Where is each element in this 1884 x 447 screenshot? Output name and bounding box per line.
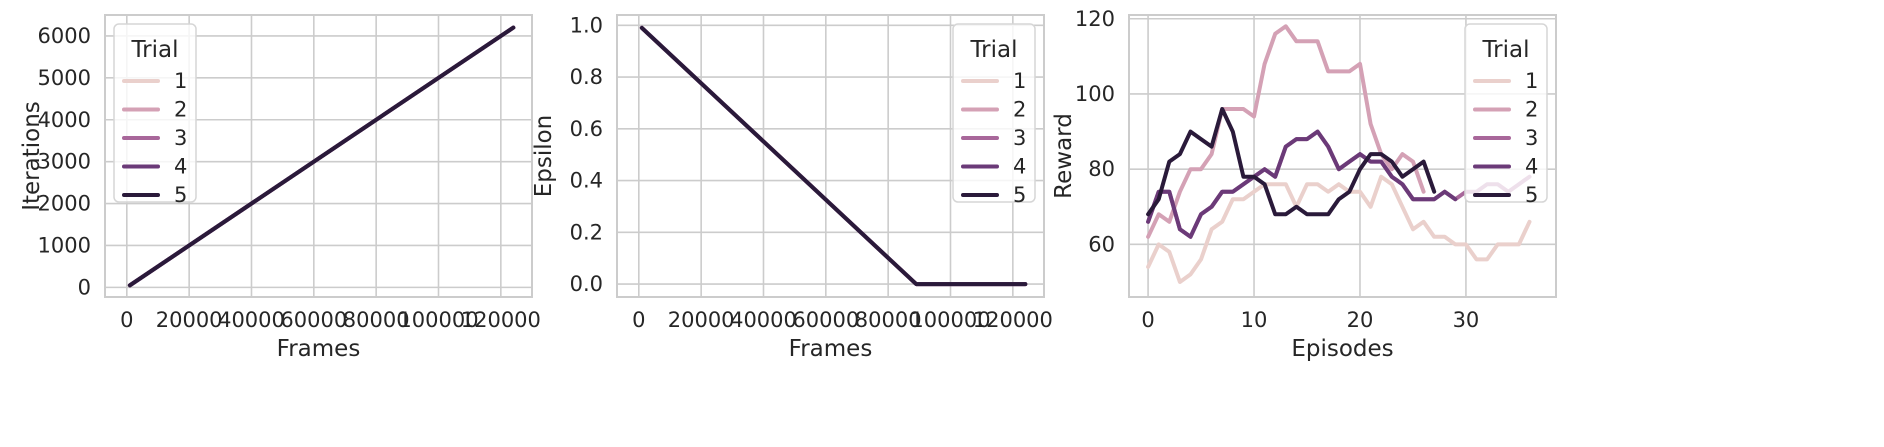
x-tick-label: 0 xyxy=(120,308,133,332)
x-tick-label: 80000 xyxy=(343,308,410,332)
y-tick-label: 80 xyxy=(1088,157,1115,181)
legend-label-trial-3: 3 xyxy=(174,126,187,150)
legend: Trial 1 2 3 4 5 xyxy=(113,23,197,207)
x-tick-label: 100000 xyxy=(910,308,990,332)
series-line-trial-5 xyxy=(1146,107,1437,217)
legend-label-trial-2: 2 xyxy=(1013,98,1026,122)
x-tick-label: 20 xyxy=(1347,308,1374,332)
y-tick-label: 5000 xyxy=(38,66,91,90)
legend-title: Trial xyxy=(1482,37,1530,63)
x-tick-label: 20000 xyxy=(668,308,735,332)
series-line-trial-1 xyxy=(1146,174,1532,284)
x-tick-label: 80000 xyxy=(855,308,922,332)
y-axis-label: Reward xyxy=(1051,113,1077,199)
legend-label-trial-1: 1 xyxy=(174,69,187,93)
series-line-trial-5 xyxy=(127,25,516,288)
legend: Trial 1 2 3 4 5 xyxy=(1464,23,1548,207)
legend-label-trial-5: 5 xyxy=(1013,183,1026,207)
legend-title: Trial xyxy=(131,37,179,63)
series-line-trial-5 xyxy=(639,25,1028,287)
x-tick-label: 0 xyxy=(632,308,645,332)
legend-label-trial-1: 1 xyxy=(1013,69,1026,93)
x-tick-label: 60000 xyxy=(792,308,859,332)
y-tick-label: 1.0 xyxy=(570,13,603,37)
legend-label-trial-2: 2 xyxy=(1525,98,1538,122)
y-tick-label: 0.8 xyxy=(570,65,603,89)
axes-frame xyxy=(1128,14,1557,298)
series-line-trial-2 xyxy=(1146,24,1426,239)
y-tick-label: 3000 xyxy=(38,150,91,174)
y-tick-label: 120 xyxy=(1075,7,1115,31)
x-tick-label: 40000 xyxy=(730,308,797,332)
y-axis-label: Iterations xyxy=(19,101,45,211)
axes-frame xyxy=(104,14,533,298)
legend-label-trial-5: 5 xyxy=(174,183,187,207)
y-tick-label: 100 xyxy=(1075,82,1115,106)
x-tick-label: 120000 xyxy=(461,308,541,332)
legend-label-trial-4: 4 xyxy=(1013,155,1026,179)
legend-box xyxy=(1464,23,1548,203)
y-tick-label: 1000 xyxy=(38,233,91,257)
legend-label-trial-3: 3 xyxy=(1013,126,1026,150)
y-tick-label: 4000 xyxy=(38,108,91,132)
y-tick-label: 0.2 xyxy=(570,220,603,244)
series-line-trial-4 xyxy=(1146,129,1458,239)
y-tick-label: 0 xyxy=(78,275,91,299)
x-tick-label: 60000 xyxy=(280,308,347,332)
y-tick-label: 0.6 xyxy=(570,117,603,141)
legend-label-trial-2: 2 xyxy=(174,98,187,122)
x-tick-label: 120000 xyxy=(973,308,1053,332)
x-tick-label: 30 xyxy=(1453,308,1480,332)
x-axis-label: Frames xyxy=(789,336,873,362)
x-tick-label: 0 xyxy=(1141,308,1154,332)
x-tick-label: 100000 xyxy=(398,308,478,332)
legend-box xyxy=(113,23,197,203)
x-tick-label: 20000 xyxy=(156,308,223,332)
x-axis-label: Episodes xyxy=(1291,336,1393,362)
y-tick-label: 6000 xyxy=(38,24,91,48)
axes-frame xyxy=(616,14,1045,298)
y-tick-label: 2000 xyxy=(38,192,91,216)
y-tick-label: 60 xyxy=(1088,232,1115,256)
legend-label-trial-1: 1 xyxy=(1525,69,1538,93)
legend-label-trial-5: 5 xyxy=(1525,183,1538,207)
legend-label-trial-4: 4 xyxy=(1525,155,1538,179)
legend-title: Trial xyxy=(970,37,1018,63)
legend: Trial 1 2 3 4 5 xyxy=(952,23,1036,207)
y-tick-label: 0.4 xyxy=(570,169,603,193)
x-tick-label: 40000 xyxy=(218,308,285,332)
x-tick-label: 10 xyxy=(1241,308,1268,332)
legend-label-trial-4: 4 xyxy=(174,155,187,179)
legend-label-trial-3: 3 xyxy=(1525,126,1538,150)
y-axis-label: Epsilon xyxy=(531,115,557,198)
reward-vs-episodes-chart: 0 10 20 30 60 80 100 120 Episodes Reward Trial 1 2 3 4… xyxy=(1051,7,1557,362)
y-tick-label: 0.0 xyxy=(570,272,603,296)
legend-box xyxy=(952,23,1036,203)
x-axis-label: Frames xyxy=(277,336,361,362)
